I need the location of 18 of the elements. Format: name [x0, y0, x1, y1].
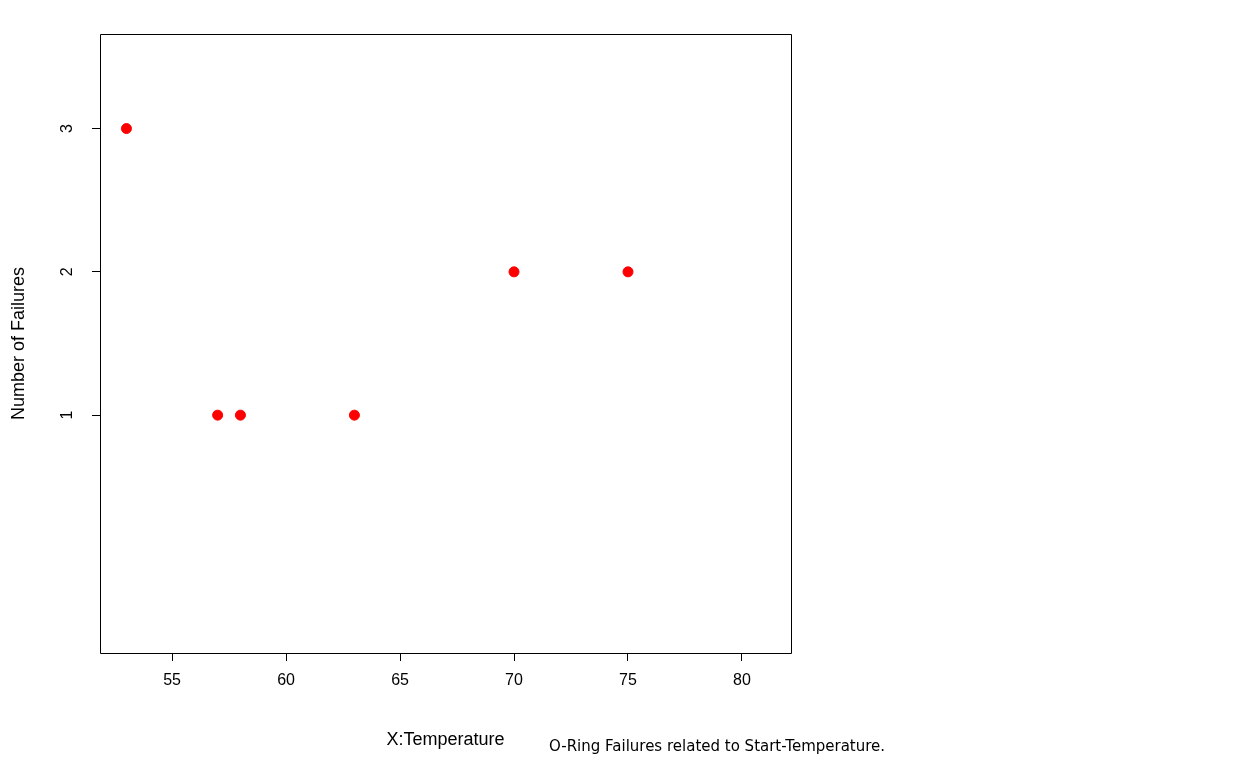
x-tick-label: 80	[733, 671, 751, 689]
point	[212, 409, 224, 421]
x-tick-label: 60	[277, 671, 296, 689]
point	[622, 266, 634, 278]
x-tick-label: 70	[505, 671, 524, 689]
x-axis-title: X:Temperature	[386, 729, 505, 749]
point	[234, 409, 246, 421]
x-tick-label: 55	[163, 671, 182, 689]
point	[508, 266, 520, 278]
point	[120, 123, 132, 135]
point	[348, 409, 360, 421]
y-tick-label: 1	[58, 410, 75, 420]
y-tick-label: 2	[58, 267, 75, 277]
y-axis-title: Number of Failures	[8, 266, 28, 421]
x-tick-label: 75	[619, 671, 637, 689]
y-tick-label: 3	[58, 124, 75, 134]
text: O-Ring Failures related to Start-Temperature.	[549, 737, 886, 755]
x-tick-label: 65	[391, 671, 410, 689]
